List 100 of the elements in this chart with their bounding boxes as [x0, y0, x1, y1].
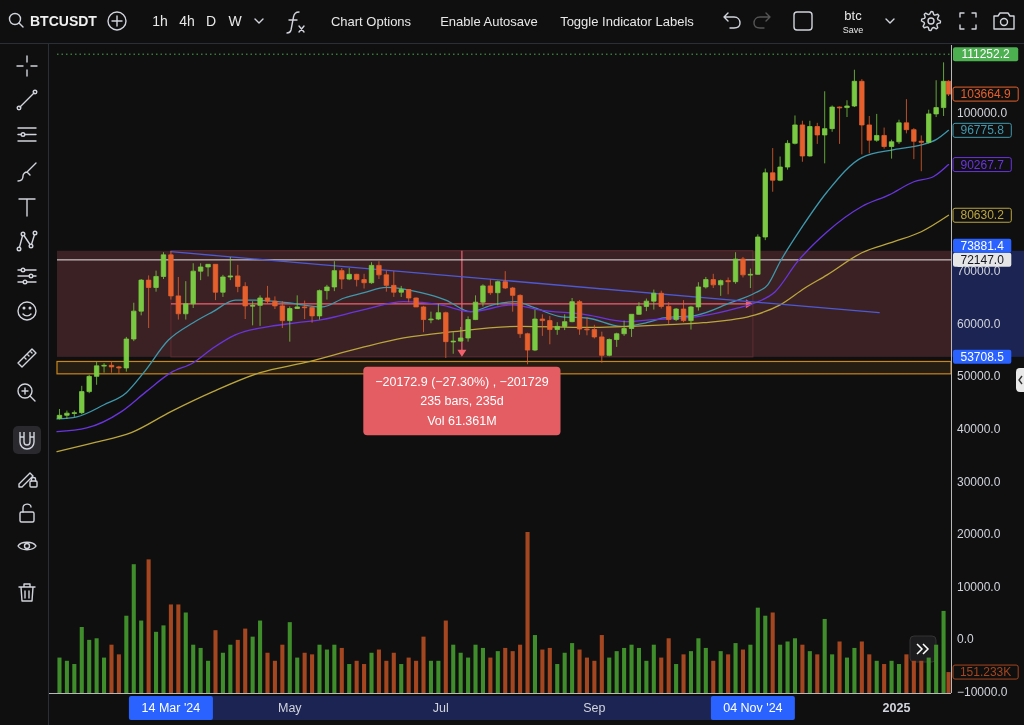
bar [79, 626, 84, 693]
bar [763, 615, 768, 693]
bar [904, 654, 909, 693]
candlestick [643, 298, 650, 312]
candlestick [896, 119, 902, 145]
bar [198, 647, 203, 693]
bar [815, 654, 820, 693]
bar [124, 615, 129, 693]
bar [696, 638, 701, 693]
text: btc [844, 7, 863, 23]
bar [681, 654, 686, 693]
bar [622, 647, 627, 693]
bar [376, 649, 381, 693]
data-label: 80630.2 [960, 208, 1005, 223]
bar [183, 612, 188, 693]
y-tick-label: 70000.0 [957, 264, 1001, 279]
bar [310, 654, 315, 693]
bar [882, 664, 887, 693]
bar [206, 660, 211, 693]
bar [87, 639, 92, 693]
bar [228, 644, 233, 693]
bar [480, 647, 485, 693]
bar [718, 651, 723, 693]
candlestick [108, 360, 115, 374]
candlestick [881, 127, 887, 150]
candlestick [472, 294, 479, 321]
candlestick [673, 307, 679, 322]
bar [800, 644, 805, 693]
text: Chart Options [330, 13, 412, 29]
candlestick [836, 106, 843, 145]
bar [525, 532, 530, 693]
candlestick [851, 69, 858, 108]
candlestick [450, 331, 456, 355]
bar [518, 644, 523, 693]
candlestick [807, 120, 813, 157]
bar [547, 647, 552, 693]
candlestick [487, 279, 494, 296]
bar [562, 652, 567, 693]
bar [451, 644, 456, 693]
candlestick [153, 270, 159, 293]
candlestick [799, 120, 806, 163]
candlestick [680, 299, 687, 323]
text: Enable Autosave [440, 13, 538, 29]
candlestick [443, 311, 449, 359]
bar [555, 664, 560, 693]
bar [488, 657, 493, 693]
candlestick [695, 281, 702, 312]
bar [176, 604, 181, 693]
ref-line-label: 72147.0 [960, 252, 1005, 267]
candlestick [740, 256, 746, 278]
bar [428, 660, 433, 693]
candlestick [606, 338, 612, 357]
bar [243, 628, 248, 693]
bar [64, 660, 69, 693]
bar [272, 660, 277, 693]
x-tick-label: Sep [583, 701, 606, 715]
bar [778, 644, 783, 693]
bar [607, 657, 612, 693]
bar [414, 660, 419, 693]
candlestick [940, 61, 947, 117]
candlestick [116, 365, 122, 375]
bar [570, 643, 575, 693]
candlestick [710, 273, 716, 289]
bar [666, 638, 671, 693]
bar [629, 644, 634, 693]
y-tick-label: 73881.4 [960, 238, 1005, 253]
candlestick [576, 299, 583, 336]
bar [354, 660, 359, 693]
bar [733, 643, 738, 693]
bar [139, 620, 144, 693]
bar [102, 657, 107, 693]
candlestick [368, 261, 375, 285]
bar [436, 660, 441, 693]
candlestick [212, 263, 219, 301]
line-series [56, 163, 950, 433]
y-tick-label: 10000.0 [957, 579, 1001, 594]
bar [406, 657, 411, 693]
bar [458, 652, 463, 693]
bar [131, 564, 136, 693]
ref-line-label: 111252.2 [961, 47, 1011, 62]
bar [688, 651, 694, 693]
candlestick [651, 289, 657, 310]
bar [770, 612, 775, 693]
bar [726, 654, 731, 693]
bar [919, 660, 924, 693]
text: 1h [152, 13, 168, 29]
annotation: 151.233K [959, 665, 1012, 680]
bar [844, 657, 850, 693]
bar [748, 644, 753, 693]
bar [822, 618, 827, 693]
bar [830, 654, 835, 693]
bar [191, 644, 196, 693]
bar [614, 651, 619, 693]
bar [154, 631, 159, 693]
candlestick [398, 285, 404, 298]
chart-title: BTCUSDT [30, 13, 98, 29]
candlestick [747, 268, 754, 289]
y-tick-label: 20000.0 [957, 527, 1001, 542]
bar [510, 651, 515, 693]
candlestick [160, 251, 167, 280]
